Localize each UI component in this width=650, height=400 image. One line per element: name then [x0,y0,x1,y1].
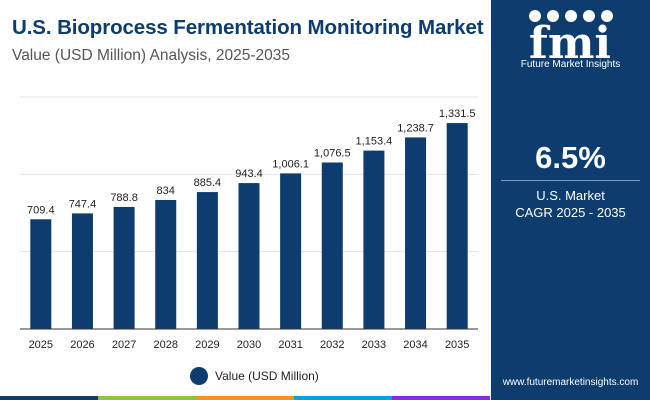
value-label-2033: 1,153.4 [356,136,393,148]
x-tick-2035: 2035 [445,339,469,351]
bars [30,123,468,329]
x-tick-2028: 2028 [153,339,177,351]
value-label-2026: 747.4 [69,198,97,210]
legend-swatch [190,367,208,385]
chart-subtitle: Value (USD Million) Analysis, 2025-2035 [12,47,290,64]
logo-text: Future Market Insights [520,59,621,70]
panel-divider [501,180,640,181]
value-label-2030: 943.4 [235,168,263,180]
x-tick-2026: 2026 [70,339,94,351]
accent-segment-green [98,396,196,400]
value-labels: 709.4 747.4 788.8 834 885.4 943.4 1,006.1 1,076… [27,108,475,216]
x-tick-2029: 2029 [195,339,219,351]
x-tick-2025: 2025 [29,339,53,351]
bar-2029 [196,192,218,329]
value-label-2032: 1,076.5 [314,148,351,160]
cagr-value: 6.5% [535,140,606,175]
x-tick-2031: 2031 [278,339,302,351]
bar-2035 [446,123,468,329]
value-label-2027: 788.8 [110,192,138,204]
value-label-2029: 885.4 [194,177,222,189]
x-tick-2034: 2034 [403,339,427,351]
x-tick-2033: 2033 [362,339,386,351]
bar-2033 [363,150,385,329]
bar-2026 [71,213,93,329]
bar-2034 [405,137,427,329]
value-label-2034: 1,238.7 [397,122,434,134]
x-tick-2027: 2027 [112,339,136,351]
bar-2030 [238,183,260,329]
legend-label: Value (USD Million) [215,369,319,383]
bar-2027 [113,206,135,329]
accent-segment-orange [196,396,294,400]
value-label-2025: 709.4 [27,204,55,216]
accent-segment-purple [392,396,490,400]
bar-2025 [30,219,52,329]
cagr-market-label: U.S. Market [536,188,605,203]
website-link[interactable]: www.futuremarketinsights.com [502,377,639,388]
value-label-2035: 1,331.5 [439,108,476,120]
cagr-period-label: CAGR 2025 - 2035 [515,205,626,220]
cagr-panel: fmi Future Market Insights 6.5% U.S. Mar… [491,0,650,400]
value-label-2028: 834 [157,185,175,197]
svg-text:fmi: fmi [529,18,611,69]
x-tick-2030: 2030 [237,339,261,351]
fmi-logo-icon: fmi [529,10,613,69]
bar-2031 [280,173,302,329]
bar-2028 [155,200,177,329]
accent-segment-cyan [294,396,392,400]
bottom-accent-bar [0,396,490,400]
x-tick-labels: 2025 2026 2027 2028 2029 2030 2031 2032 2033 2034… [29,339,470,351]
bar-2032 [321,162,343,329]
value-label-2031: 1,006.1 [272,158,309,170]
chart-title: U.S. Bioprocess Fermentation Monitoring … [12,16,484,39]
accent-segment-blue [0,396,98,400]
bar-chart: 709.4 747.4 788.8 834 885.4 943.4 1,006.1 1,076… [20,96,478,351]
x-tick-2032: 2032 [320,339,344,351]
legend: Value (USD Million) [190,366,319,386]
